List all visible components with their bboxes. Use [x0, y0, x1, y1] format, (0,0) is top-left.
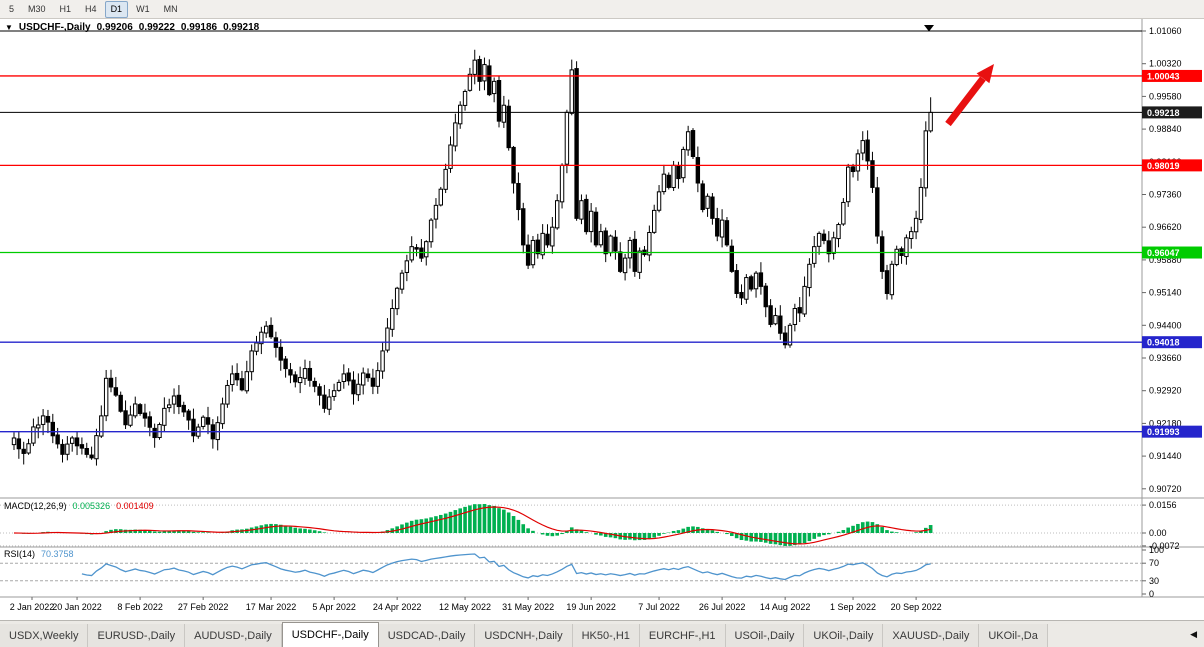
svg-text:0.95140: 0.95140: [1149, 288, 1182, 298]
chart-tab-UKOil-Da[interactable]: UKOil-,Da: [979, 624, 1048, 647]
svg-text:24 Apr 2022: 24 Apr 2022: [373, 602, 422, 612]
svg-text:1.00320: 1.00320: [1149, 59, 1182, 69]
red-up-arrow-shaft[interactable]: [945, 76, 986, 127]
ohlc-high: 0.99222: [138, 22, 175, 33]
svg-text:0.92180: 0.92180: [1149, 418, 1182, 428]
chart-tab-EURCHF-H1[interactable]: EURCHF-,H1: [639, 624, 726, 647]
svg-text:20 Jan 2022: 20 Jan 2022: [52, 602, 102, 612]
svg-text:20 Sep 2022: 20 Sep 2022: [891, 602, 942, 612]
ohlc-low: 0.99186: [180, 22, 218, 33]
tab-scroll-left-icon[interactable]: ◀: [1190, 628, 1197, 639]
timeframe-button-MN[interactable]: MN: [163, 3, 178, 14]
rsi-label: RSI(14) 70.3758: [4, 549, 74, 559]
rsi-value: 70.3758: [41, 549, 74, 559]
svg-text:30: 30: [1149, 576, 1159, 586]
svg-text:5 Apr 2022: 5 Apr 2022: [312, 602, 356, 612]
rsi-name: RSI(14): [4, 549, 36, 559]
timeframe-toolbar: 5 M30 H1 H4 D1 W1 MN: [0, 0, 1204, 19]
svg-text:14 Aug 2022: 14 Aug 2022: [760, 602, 811, 612]
svg-text:0.00: 0.00: [1149, 528, 1167, 538]
chart-tab-HK50-H1[interactable]: HK50-,H1: [572, 624, 640, 647]
timeframe-button-M30[interactable]: M30: [28, 3, 46, 14]
svg-text:27 Feb 2022: 27 Feb 2022: [178, 602, 229, 612]
svg-text:0.97360: 0.97360: [1149, 190, 1182, 200]
svg-text:7 Jul 2022: 7 Jul 2022: [638, 602, 680, 612]
chart-tab-bar: USDX,Weekly EURUSD-,Daily AUDUSD-,Daily USD…: [0, 620, 1204, 647]
svg-text:2 Jan 2022: 2 Jan 2022: [10, 602, 55, 612]
macd-signal-value: 0.001409: [116, 501, 154, 511]
price-lines: 1.00043 0.99218 0.98019 0.96047 0.94018 0.919…: [0, 30, 1202, 438]
svg-text:17 Mar 2022: 17 Mar 2022: [246, 602, 297, 612]
ohlc-open: 0.99206: [96, 22, 133, 33]
chart-canvas[interactable]: 1.010601.003200.995800.988400.981000.973…: [0, 19, 1204, 620]
chart-tab-USDX-Weekly[interactable]: USDX,Weekly: [0, 624, 89, 647]
macd-main-value: 0.005326: [72, 501, 111, 511]
svg-text:0.90720: 0.90720: [1149, 484, 1182, 494]
svg-text:0.99580: 0.99580: [1149, 91, 1182, 101]
svg-text:0.0156: 0.0156: [1149, 500, 1177, 510]
svg-text:0.98840: 0.98840: [1149, 124, 1182, 134]
svg-text:0.94018: 0.94018: [1147, 338, 1180, 348]
svg-text:100: 100: [1149, 545, 1164, 555]
chart-tab-USDCAD-Daily[interactable]: USDCAD-,Daily: [378, 624, 476, 647]
svg-text:0.96047: 0.96047: [1147, 248, 1180, 258]
svg-text:12 May 2022: 12 May 2022: [439, 602, 491, 612]
svg-text:0.94400: 0.94400: [1149, 320, 1182, 330]
chart-tab-USDCHF-Daily[interactable]: USDCHF-,Daily: [281, 622, 379, 647]
svg-text:31 May 2022: 31 May 2022: [502, 602, 554, 612]
svg-text:0.91993: 0.91993: [1147, 427, 1180, 437]
chart-tab-AUDUSD-Daily[interactable]: AUDUSD-,Daily: [185, 624, 282, 647]
chart-window[interactable]: 1.010601.003200.995800.988400.981000.973…: [0, 19, 1204, 620]
macd-label: MACD(12,26,9) 0.005326 0.001409: [4, 501, 154, 511]
timeframe-button-H1[interactable]: H1: [59, 3, 72, 14]
svg-text:19 Jun 2022: 19 Jun 2022: [566, 602, 616, 612]
down-triangle-marker-icon[interactable]: [924, 25, 934, 32]
timeframe-button-W1[interactable]: W1: [136, 3, 150, 14]
drawing-objects: [924, 25, 994, 127]
svg-text:0.92920: 0.92920: [1149, 386, 1182, 396]
svg-text:8 Feb 2022: 8 Feb 2022: [117, 602, 163, 612]
ohlc-close: 0.99218: [223, 22, 260, 33]
rsi-panel: 100 70 30 0: [0, 545, 1164, 599]
svg-text:26 Jul 2022: 26 Jul 2022: [699, 602, 746, 612]
svg-text:0.91440: 0.91440: [1149, 451, 1182, 461]
svg-text:70: 70: [1149, 558, 1159, 568]
panel-separators: [0, 19, 1204, 598]
candles: [11, 49, 933, 466]
svg-text:1.01060: 1.01060: [1149, 26, 1182, 36]
price-axis: 1.010601.003200.995800.988400.981000.973…: [1142, 26, 1182, 494]
macd-panel: 0.0156 0.00 -0.0072: [0, 500, 1180, 551]
chart-tab-XAUUSD-Daily[interactable]: XAUUSD-,Daily: [883, 624, 980, 647]
symbol-info: ▼ USDCHF-,Daily 0.99206 0.99222 0.99186 …: [5, 22, 259, 33]
svg-text:1 Sep 2022: 1 Sep 2022: [830, 602, 876, 612]
macd-name: MACD(12,26,9): [4, 501, 67, 511]
timeframe-button-D1[interactable]: D1: [104, 0, 129, 18]
chart-expander-icon[interactable]: ▼: [5, 22, 13, 32]
svg-text:0.98019: 0.98019: [1147, 161, 1180, 171]
symbol-label: USDCHF-,Daily: [18, 22, 91, 33]
svg-text:0.93660: 0.93660: [1149, 353, 1182, 363]
red-up-arrow-head-icon[interactable]: [976, 64, 994, 84]
svg-text:0.96620: 0.96620: [1149, 222, 1182, 232]
svg-text:1.00043: 1.00043: [1147, 71, 1180, 81]
chart-tab-USOil-Daily[interactable]: USOil-,Daily: [725, 624, 805, 647]
chart-tab-EURUSD-Daily[interactable]: EURUSD-,Daily: [88, 624, 186, 647]
chart-tab-USDCNH-Daily[interactable]: USDCNH-,Daily: [475, 624, 573, 647]
svg-text:0.99218: 0.99218: [1147, 108, 1180, 118]
timeframe-button-H4[interactable]: H4: [85, 3, 97, 14]
timeframe-button-5[interactable]: 5: [9, 3, 15, 14]
chart-tab-UKOil-Daily[interactable]: UKOil-,Daily: [804, 624, 884, 647]
svg-text:0: 0: [1149, 589, 1154, 599]
svg-text:-0.0072: -0.0072: [1149, 541, 1180, 551]
svg-text:0.95880: 0.95880: [1149, 255, 1182, 265]
